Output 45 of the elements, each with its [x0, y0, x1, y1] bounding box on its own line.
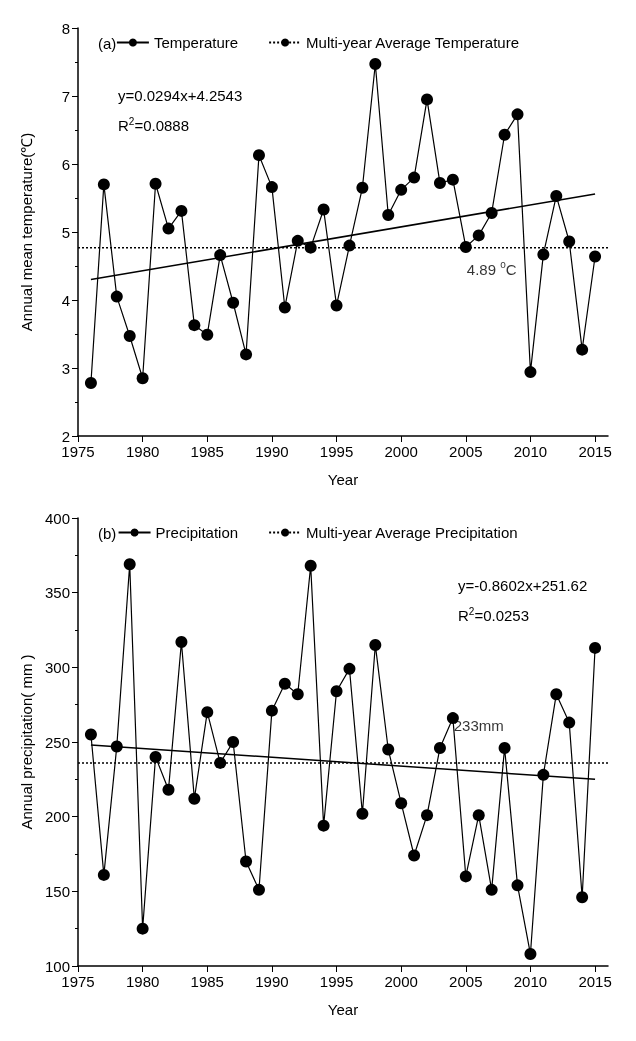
x-tick-label: 2010	[513, 443, 548, 460]
y-axis-title: Annual precipitation( mm )	[18, 654, 35, 830]
x-tick-label: 1995	[319, 443, 354, 460]
x-tick-label: 2005	[449, 973, 483, 990]
legend-label: Precipitation	[155, 524, 239, 541]
y-tick-label: 400	[44, 509, 70, 527]
y-axis-title: Annual mean temperature(℃)	[18, 132, 35, 332]
x-tick-label: 1990	[255, 443, 289, 460]
x-axis-title: Year	[327, 471, 359, 488]
y-tick-label: 250	[44, 733, 70, 751]
y-tick-label: 300	[44, 658, 70, 676]
y-tick-label: 2	[61, 427, 70, 445]
annotation: (b)	[98, 525, 117, 542]
legend-label: Multi-year Average Precipitation	[306, 524, 518, 541]
annotation: 233mm	[453, 716, 504, 734]
annotation: y=0.0294x+4.2543	[118, 87, 243, 104]
y-tick-label: 3	[61, 359, 70, 377]
annotation: (a)	[98, 35, 117, 52]
y-tick-label: 200	[44, 808, 70, 826]
x-tick-label: 1985	[190, 443, 224, 460]
x-tick-label: 1975	[61, 973, 95, 990]
x-axis-title: Year	[327, 1001, 359, 1018]
x-tick-label: 2000	[384, 973, 418, 990]
y-tick-label: 6	[61, 155, 70, 173]
y-tick-label: 5	[61, 223, 70, 241]
x-tick-label: 2005	[449, 443, 483, 460]
x-tick-label: 1995	[319, 973, 354, 990]
x-tick-label: 2015	[578, 973, 612, 990]
y-tick-label: 350	[44, 584, 70, 602]
x-tick-label: 1990	[255, 973, 289, 990]
y-tick-label: 8	[61, 19, 70, 37]
legend-label: Temperature	[153, 34, 239, 51]
x-tick-label: 1980	[125, 973, 160, 990]
legend-label: Multi-year Average Temperature	[306, 34, 519, 51]
x-tick-label: 2010	[513, 973, 548, 990]
x-tick-label: 1980	[125, 443, 160, 460]
x-tick-label: 1975	[61, 443, 95, 460]
y-tick-label: 100	[44, 957, 70, 975]
x-tick-label: 2000	[384, 443, 418, 460]
y-tick-label: 7	[61, 87, 70, 105]
x-tick-label: 1985	[190, 973, 224, 990]
annotation: y=-0.8602x+251.62	[458, 577, 588, 594]
y-tick-label: 150	[44, 882, 70, 900]
x-tick-label: 2015	[578, 443, 612, 460]
y-tick-label: 4	[61, 291, 70, 309]
